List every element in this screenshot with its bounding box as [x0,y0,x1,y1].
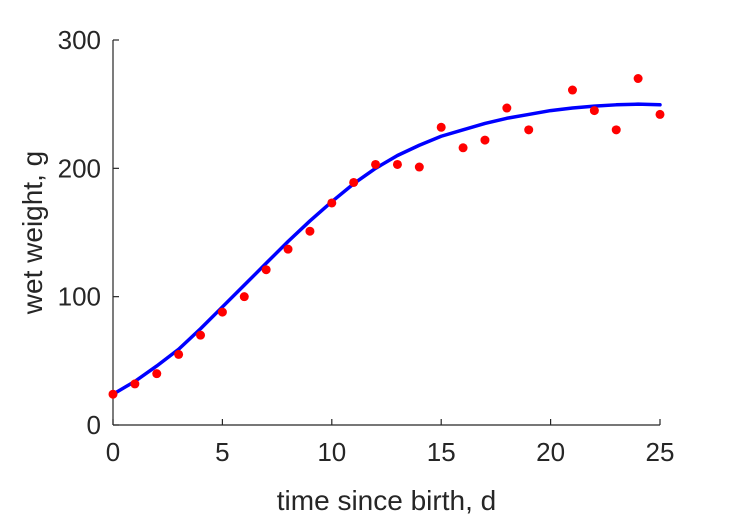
data-points-layer [108,74,665,399]
data-point [371,159,381,169]
data-point [261,265,271,275]
data-point [589,106,599,116]
data-point [174,349,184,359]
data-point [108,389,118,399]
axes [112,39,661,426]
data-point [217,307,227,317]
data-point [196,330,206,340]
data-point [436,122,446,132]
data-point [327,198,337,208]
data-point [239,292,249,302]
data-point [502,103,512,113]
fit-curve [111,102,662,396]
data-point [130,379,140,389]
x-tick-label: 5 [215,437,229,467]
x-tick-label: 20 [536,437,565,467]
data-point [524,125,534,135]
data-point [414,162,424,172]
data-point [305,226,315,236]
fit-curve-layer [111,102,662,396]
x-tick-label: 10 [317,437,346,467]
x-axis-label: time since birth, d [277,485,496,516]
x-tick-label: 25 [646,437,675,467]
data-point [611,125,621,135]
data-point [480,135,490,145]
data-point [633,74,643,83]
x-tick-label: 0 [106,437,120,467]
axis-labels: 0 5 10 15 20 25 0 100 200 300 time since birth, d w… [17,25,674,516]
y-tick-label: 100 [58,282,101,312]
data-point [283,244,293,254]
data-point [392,159,402,169]
data-point [655,109,665,119]
y-tick-label: 0 [87,410,101,440]
data-point [567,85,577,95]
data-point [152,369,162,379]
data-point [458,143,468,153]
data-point [349,177,359,187]
y-tick-label: 200 [58,153,101,183]
x-tick-label: 15 [427,437,456,467]
y-tick-label: 300 [58,25,101,55]
y-axis-label: wet weight, g [17,151,48,315]
